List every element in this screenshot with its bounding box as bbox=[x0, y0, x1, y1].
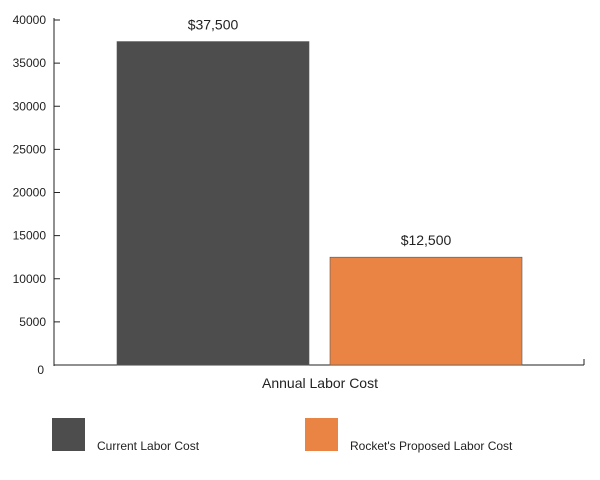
y-tick-label: 0 bbox=[37, 363, 44, 377]
y-tick-label: 40000 bbox=[13, 13, 47, 27]
bar-data-label: $37,500 bbox=[188, 17, 239, 33]
legend-swatch bbox=[52, 418, 85, 451]
y-axis: 0 5000 10000 15000 20000 25000 30000 35000 40000 bbox=[13, 13, 585, 377]
legend-label: Rocket's Proposed Labor Cost bbox=[350, 439, 513, 453]
y-tick-label: 5000 bbox=[19, 315, 46, 329]
legend: Current Labor Cost Rocket's Proposed Labo… bbox=[52, 418, 513, 453]
y-tick-label: 15000 bbox=[13, 229, 47, 243]
data-labels: $37,500 $12,500 bbox=[188, 17, 452, 249]
bar bbox=[116, 41, 310, 366]
legend-label: Current Labor Cost bbox=[97, 439, 200, 453]
y-tick-label: 35000 bbox=[13, 56, 47, 70]
y-tick-label: 30000 bbox=[13, 99, 47, 113]
bar-data-label: $12,500 bbox=[401, 232, 452, 248]
y-tick-label: 10000 bbox=[13, 272, 47, 286]
legend-swatch bbox=[305, 418, 338, 451]
bar bbox=[329, 256, 523, 366]
bars bbox=[116, 41, 523, 366]
y-tick-label: 20000 bbox=[13, 186, 47, 200]
x-axis-label: Annual Labor Cost bbox=[262, 375, 378, 391]
y-tick-label: 25000 bbox=[13, 142, 47, 156]
